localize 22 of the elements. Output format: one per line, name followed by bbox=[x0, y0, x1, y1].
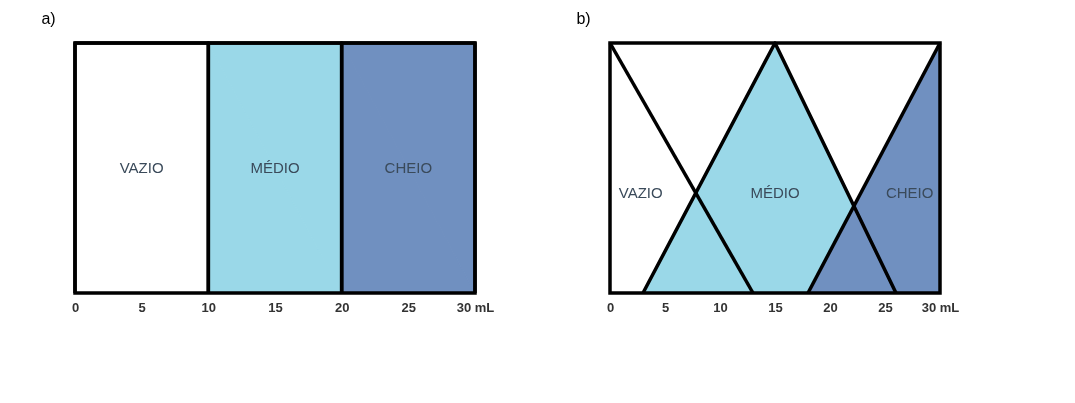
x-tick-label: 30 mL bbox=[921, 299, 960, 315]
x-tick-label: 0 bbox=[606, 299, 615, 315]
series-label: MÉDIO bbox=[250, 159, 300, 176]
x-tick-label: 15 bbox=[768, 299, 783, 315]
series-label: VAZIO bbox=[119, 159, 164, 176]
chart-title: b) bbox=[576, 10, 591, 27]
x-tick-label: 10 bbox=[201, 299, 217, 315]
x-tick-label: 20 bbox=[823, 299, 838, 315]
series-label: CHEIO bbox=[885, 184, 934, 201]
x-tick-label: 25 bbox=[878, 299, 893, 315]
x-tick-label: 15 bbox=[268, 299, 283, 315]
chart-title: a) bbox=[41, 10, 56, 27]
x-tick-label: 10 bbox=[713, 299, 728, 315]
x-tick-label: 5 bbox=[661, 299, 670, 315]
x-tick-label: 25 bbox=[401, 299, 417, 315]
x-tick-label: 20 bbox=[334, 299, 350, 315]
series-label: CHEIO bbox=[384, 159, 433, 176]
x-tick-label: 0 bbox=[71, 299, 80, 315]
series-label: VAZIO bbox=[618, 184, 663, 201]
series-label: MÉDIO bbox=[750, 184, 800, 201]
x-tick-label: 30 mL bbox=[456, 299, 495, 315]
x-tick-label: 5 bbox=[138, 299, 146, 315]
